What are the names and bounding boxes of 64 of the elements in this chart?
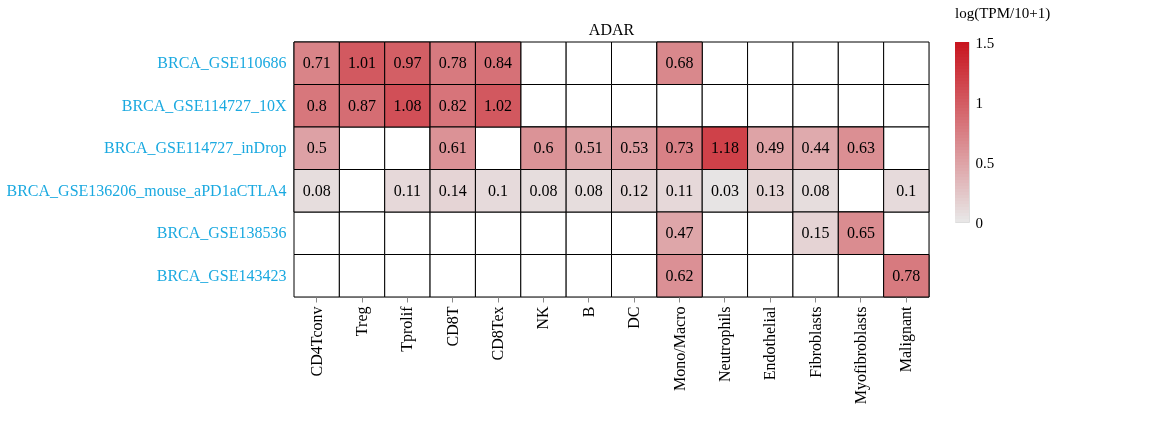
data-label: 0.14 (438, 181, 467, 199)
data-label: 0.97 (393, 54, 422, 72)
data-label: 0.11 (393, 181, 422, 199)
data-label: 0.44 (801, 139, 830, 157)
data-label: 0.84 (484, 54, 513, 72)
color-bar-label: 1 (975, 94, 983, 111)
data-label: 0.1 (488, 181, 509, 199)
data-label: 0.15 (801, 224, 830, 242)
data-label: 1.01 (348, 54, 377, 72)
data-label: 0.73 (665, 139, 694, 157)
data-label: 0.87 (348, 96, 377, 114)
data-label: 0.5 (306, 139, 327, 157)
chart-title: ADAR (588, 20, 635, 38)
x-tick-label: Fibroblasts (806, 306, 824, 378)
x-tick-label: Treg (353, 306, 372, 337)
x-tick-label: Mono/Macro (670, 306, 688, 391)
color-bar-label: 0.5 (975, 154, 995, 171)
data-label: 0.71 (302, 54, 331, 72)
y-tick-label: BRCA_GSE110686 (157, 54, 287, 72)
data-label: 0.65 (846, 224, 875, 242)
x-tick-label: NK (534, 306, 552, 330)
data-label: 0.78 (438, 54, 467, 72)
y-tick-label: BRCA_GSE138536 (156, 224, 287, 242)
data-label: 0.8 (306, 96, 327, 114)
x-tick-label: CD8T (443, 306, 461, 347)
x-tick-label: Tprolif (398, 305, 417, 352)
data-label: 1.02 (484, 96, 513, 114)
x-tick-label: CD8Tex (489, 306, 507, 361)
data-label: 0.13 (756, 181, 785, 199)
data-label: 0.08 (574, 181, 603, 199)
y-tick-label: BRCA_GSE143423 (156, 266, 287, 284)
data-label: 0.03 (710, 181, 739, 199)
data-label: 0.11 (665, 181, 694, 199)
y-tick-label: BRCA_GSE114727_10X (121, 96, 287, 114)
data-label: 0.49 (756, 139, 785, 157)
data-label: 0.68 (665, 54, 694, 72)
x-tick-label: Myofibroblasts (851, 306, 870, 405)
data-label: 0.1 (896, 181, 917, 199)
y-tick-label: BRCA_GSE136206_mouse_aPD1aCTLA4 (6, 181, 287, 199)
data-label: 0.62 (665, 266, 694, 284)
data-label: 1.08 (393, 96, 422, 114)
x-tick-label: Endothelial (761, 305, 779, 381)
data-label: 0.63 (846, 139, 875, 157)
data-label: 0.08 (302, 181, 331, 199)
data-label: 0.53 (620, 139, 649, 157)
data-label: 0.78 (892, 266, 921, 284)
data-label: 0.51 (574, 139, 603, 157)
data-label: 0.61 (438, 139, 467, 157)
data-label: 0.08 (801, 181, 830, 199)
data-label: 0.12 (620, 181, 649, 199)
x-tick-label: Neutrophils (715, 306, 734, 383)
data-label: 0.47 (665, 224, 694, 242)
x-tick-label: CD4Tconv (307, 306, 325, 377)
x-tick-label: B (579, 306, 597, 318)
data-label: 0.82 (438, 96, 467, 114)
data-label: 0.6 (533, 139, 554, 157)
x-tick-label: Malignant (897, 305, 916, 373)
color-bar-title: log(TPM/10+1) (955, 5, 1051, 22)
x-tick-label: DC (625, 306, 643, 329)
data-label: 1.18 (710, 139, 739, 157)
data-label: 0.08 (529, 181, 558, 199)
color-bar-label: 1.5 (975, 34, 995, 51)
color-bar-label: 0 (975, 214, 983, 231)
y-tick-label: BRCA_GSE114727_inDrop (103, 139, 287, 158)
